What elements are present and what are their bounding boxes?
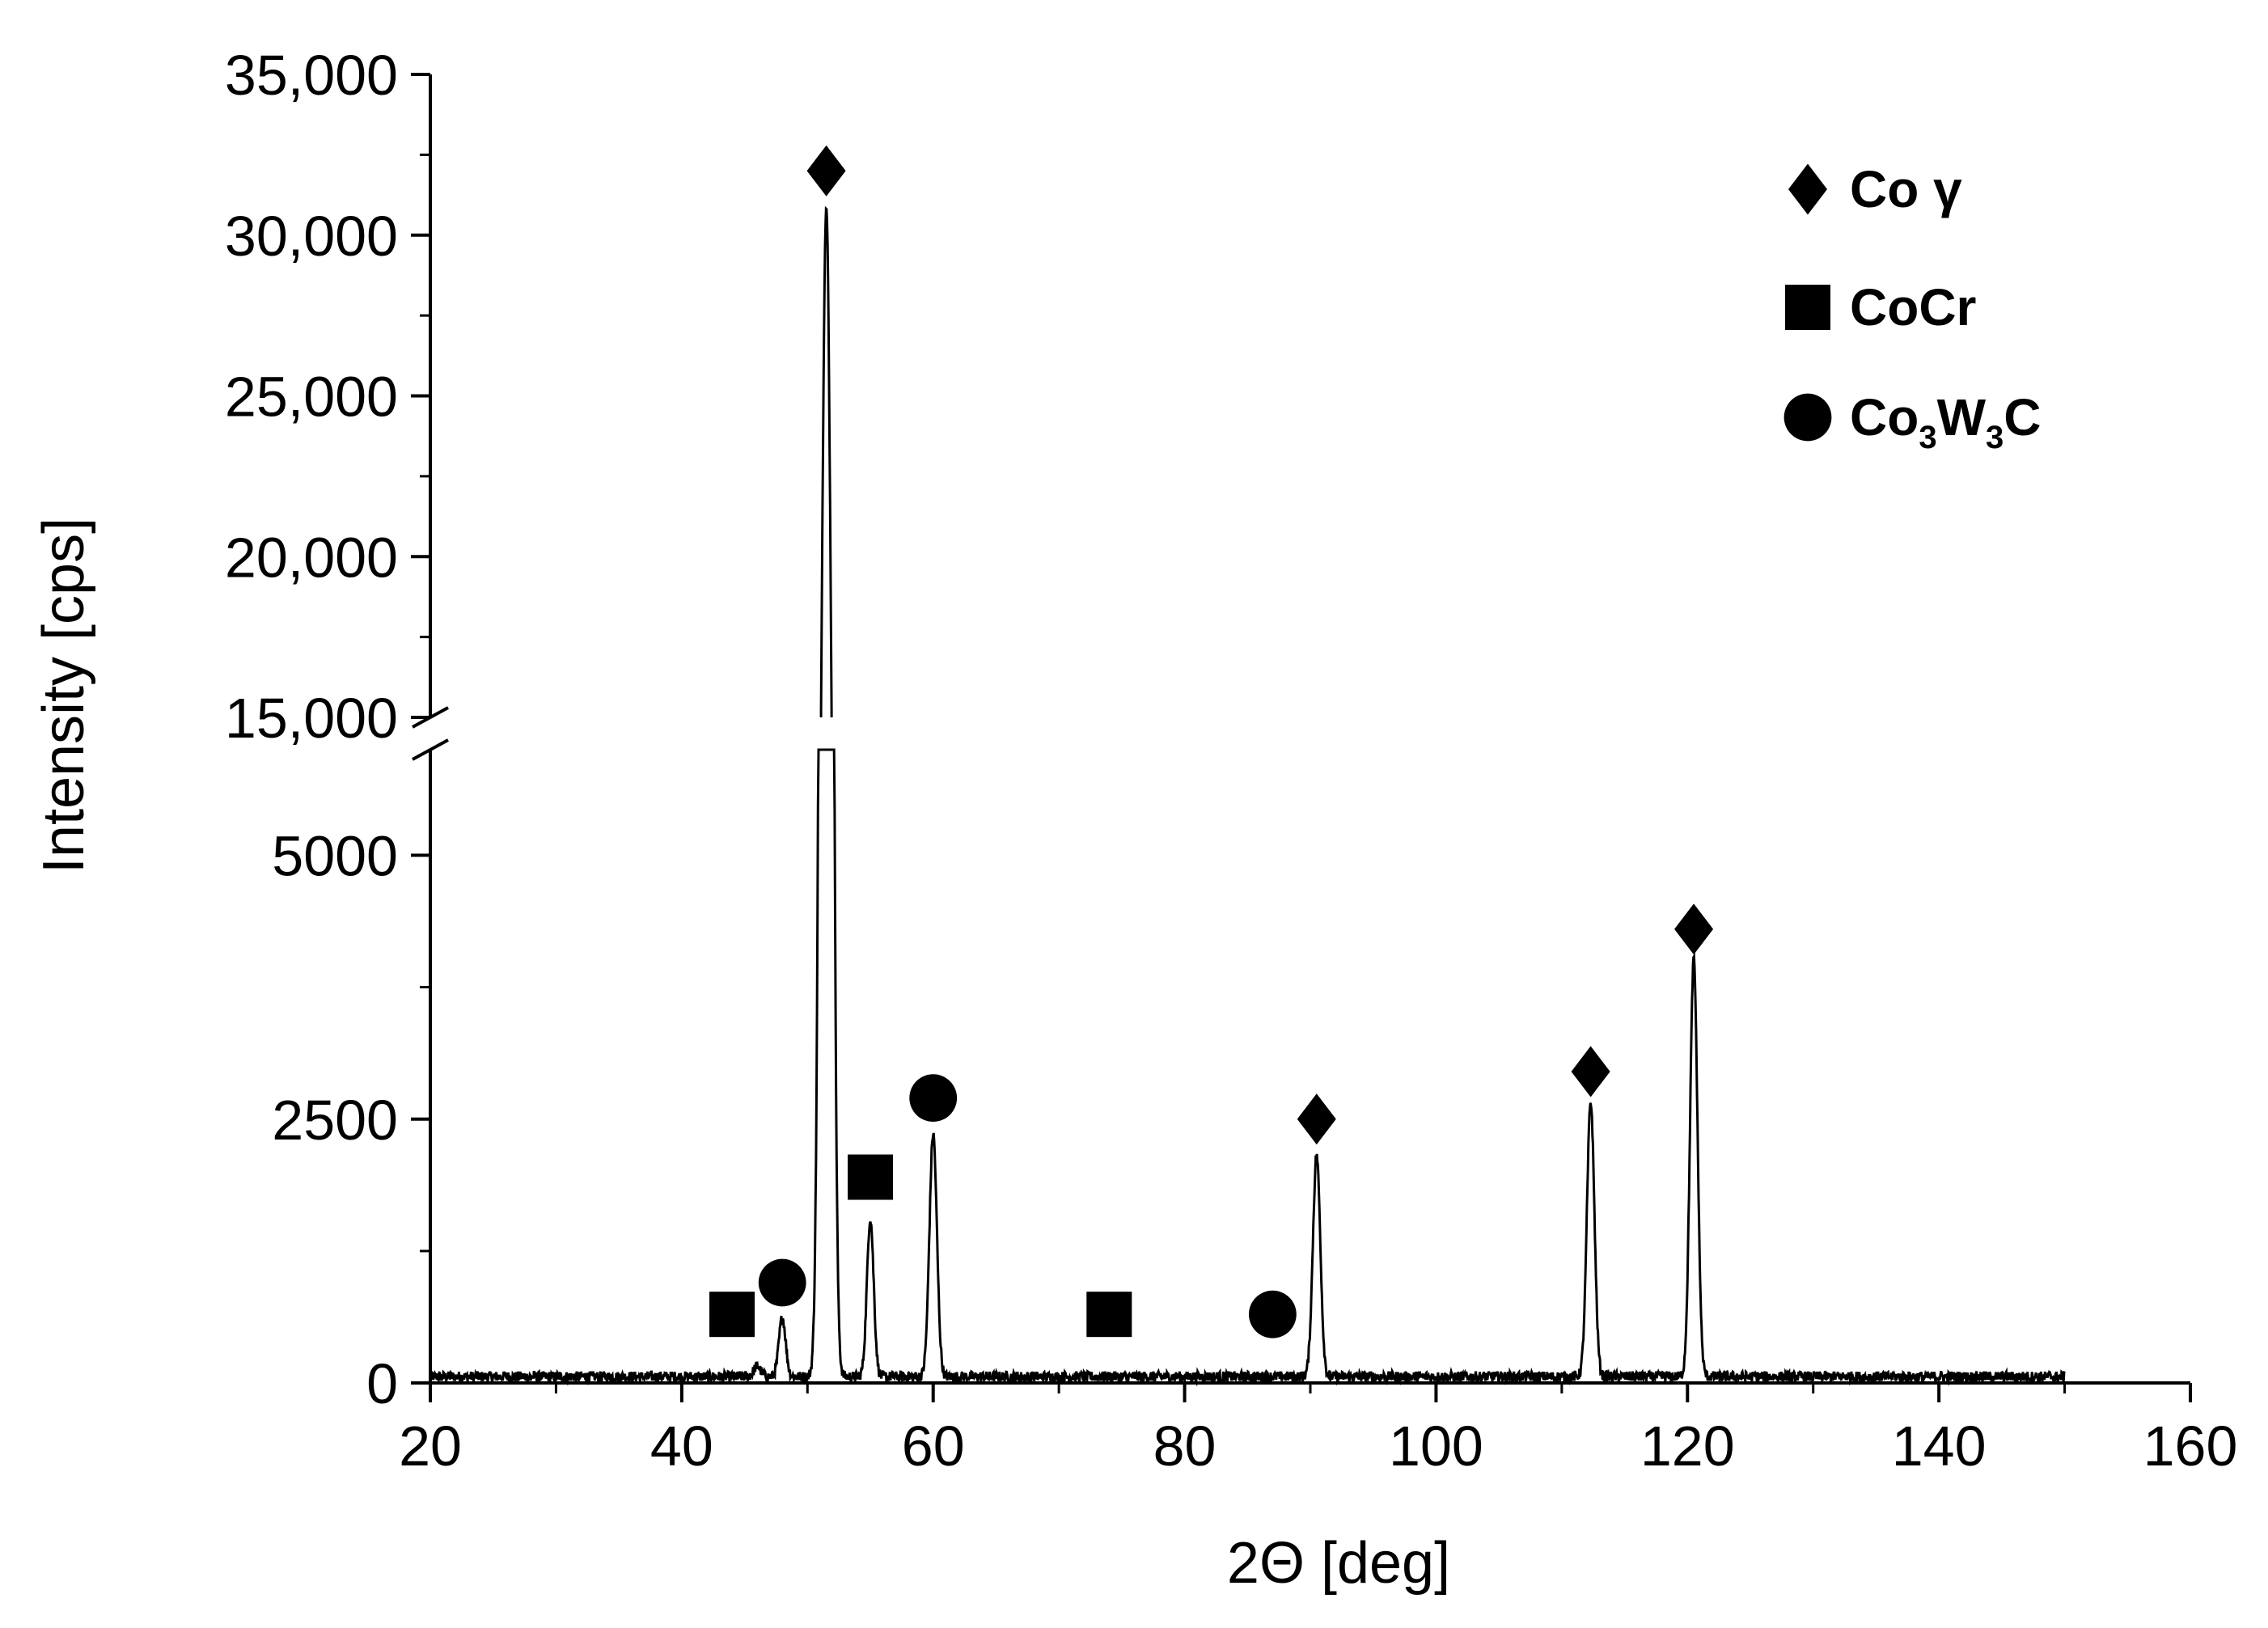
legend-circle-icon <box>1784 393 1832 442</box>
axes: 20 40 60 80 100 120 140 160 0 2500 5000 15,000 20,00… <box>225 44 2238 1478</box>
square-marker <box>848 1154 893 1200</box>
legend-subscript: 3 <box>1986 420 2004 455</box>
legend-text-part: C <box>2004 388 2041 446</box>
y-tick-label: 35,000 <box>225 44 398 107</box>
legend-label: Co γ <box>1850 160 1962 218</box>
legend-text-part: Co <box>1850 388 1919 446</box>
x-axis-title: 2Θ [deg] <box>1227 1531 1450 1596</box>
x-tick-label: 60 <box>902 1414 965 1478</box>
legend-subscript: 3 <box>1919 420 1936 455</box>
x-tick-label: 40 <box>650 1414 713 1478</box>
x-tick-label: 160 <box>2143 1414 2238 1478</box>
legend-text-part: W <box>1937 388 1987 446</box>
spectrum-line-upper <box>819 205 833 717</box>
legend-label: CoCr <box>1850 278 1976 336</box>
y-tick-label: 25,000 <box>225 366 398 429</box>
y-tick-label: 2500 <box>272 1089 398 1152</box>
y-axis-title: Intensity [cps] <box>32 518 96 873</box>
x-tick-label: 80 <box>1153 1414 1217 1478</box>
circle-marker <box>758 1258 806 1307</box>
x-tick-label: 20 <box>399 1414 462 1478</box>
plot-area <box>429 205 2066 1387</box>
legend-square-icon <box>1785 285 1830 330</box>
circle-marker <box>1248 1290 1297 1338</box>
phase-markers <box>709 145 1714 1338</box>
diamond-marker <box>1297 1093 1336 1145</box>
diamond-marker <box>806 145 846 197</box>
y-tick-label: 0 <box>366 1352 398 1415</box>
axis-break-mark <box>412 738 449 761</box>
y-tick-label: 30,000 <box>225 205 398 268</box>
square-marker <box>1086 1292 1132 1338</box>
x-tick-label: 120 <box>1640 1414 1735 1478</box>
legend-diamond-icon <box>1788 163 1827 215</box>
diamond-marker <box>1571 1046 1610 1097</box>
legend-label: Co3W3C <box>1850 388 2041 455</box>
square-marker <box>709 1292 755 1338</box>
x-tick-label: 100 <box>1389 1414 1483 1478</box>
circle-marker <box>909 1074 958 1123</box>
y-tick-label: 15,000 <box>225 687 398 750</box>
spectrum-line <box>429 748 2066 1387</box>
y-tick-label: 5000 <box>272 825 398 888</box>
x-tick-label: 140 <box>1892 1414 1987 1478</box>
y-tick-label: 20,000 <box>225 526 398 589</box>
diamond-marker <box>1674 903 1714 955</box>
